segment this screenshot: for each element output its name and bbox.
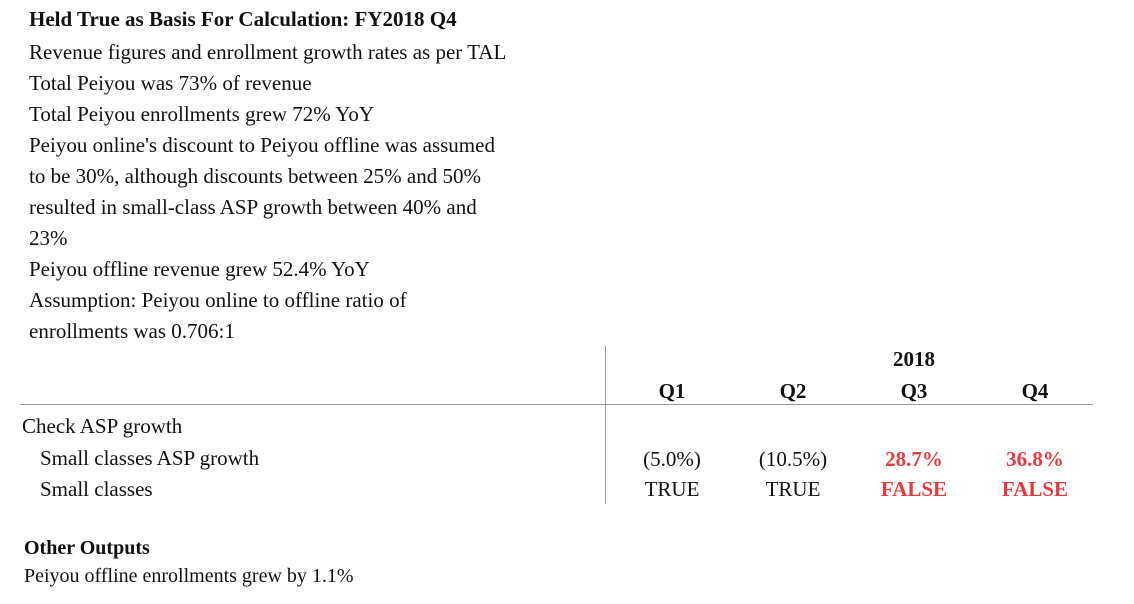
cell-small-classes-q2: TRUE: [765, 477, 821, 501]
table-vertical-divider: [605, 346, 606, 504]
table-header-rule: [20, 404, 1093, 405]
other-outputs-title: Other Outputs: [24, 537, 150, 559]
assumption-line: Total Peiyou enrollments grew 72% YoY: [29, 102, 375, 126]
assumption-line: Revenue figures and enrollment growth ra…: [29, 40, 507, 64]
cell-small-classes-q4: FALSE: [1001, 477, 1069, 501]
assumption-line: to be 30%, although discounts between 25…: [29, 164, 481, 188]
cell-small-classes-q3: FALSE: [880, 477, 948, 501]
assumption-line: resulted in small-class ASP growth betwe…: [29, 195, 477, 219]
cell-asp-growth-q4: 36.8%: [1006, 447, 1064, 471]
cell-asp-growth-q2: (10.5%): [758, 447, 828, 471]
section-label: Check ASP growth: [22, 414, 183, 438]
assumptions-title: Held True as Basis For Calculation: FY20…: [29, 7, 457, 31]
assumption-line: Peiyou online's discount to Peiyou offli…: [29, 133, 495, 157]
assumption-line: Total Peiyou was 73% of revenue: [29, 71, 312, 95]
row-label-asp-growth: Small classes ASP growth: [40, 446, 260, 470]
column-header-q1: Q1: [658, 379, 686, 403]
column-header-q4: Q4: [1021, 379, 1049, 403]
assumption-line: Peiyou offline revenue grew 52.4% YoY: [29, 257, 370, 281]
assumption-line: 23%: [29, 226, 68, 250]
column-header-q3: Q3: [900, 379, 928, 403]
assumption-line: Assumption: Peiyou online to offline rat…: [29, 288, 407, 312]
cell-asp-growth-q3: 28.7%: [885, 447, 943, 471]
row-label-small-classes: Small classes: [40, 477, 153, 501]
cell-small-classes-q1: TRUE: [644, 477, 700, 501]
year-label: 2018: [893, 347, 935, 371]
cell-asp-growth-q1: (5.0%): [643, 447, 701, 471]
assumption-line: enrollments was 0.706:1: [29, 319, 235, 343]
other-outputs-line: Peiyou offline enrollments grew by 1.1%: [24, 565, 354, 587]
column-header-q2: Q2: [779, 379, 807, 403]
